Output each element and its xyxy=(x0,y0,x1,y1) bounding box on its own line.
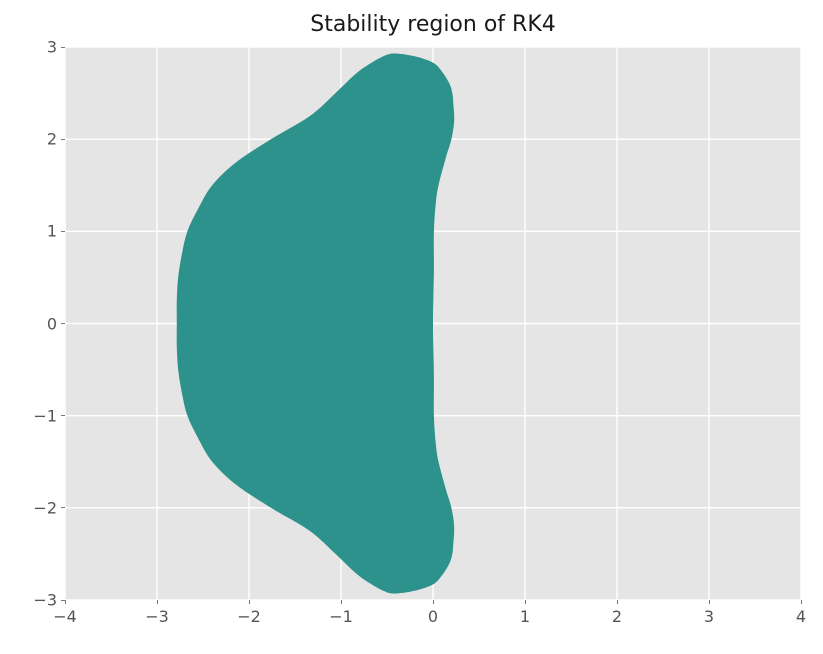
x-tick-label: −1 xyxy=(329,607,353,626)
y-tick-mark xyxy=(61,138,65,140)
chart-title: Stability region of RK4 xyxy=(310,12,556,37)
y-tick-mark xyxy=(61,507,65,509)
x-tick-label: −3 xyxy=(145,607,169,626)
y-tick-label: 3 xyxy=(46,37,57,57)
y-tick-mark xyxy=(61,415,65,417)
chart-canvas xyxy=(65,47,801,600)
x-tick-label: 1 xyxy=(519,607,531,626)
y-tick-label: −1 xyxy=(33,406,57,426)
y-tick-label: 1 xyxy=(46,221,57,241)
x-tick-label: −2 xyxy=(237,607,261,626)
x-tick-mark xyxy=(64,600,66,604)
y-tick-label: −3 xyxy=(33,590,57,610)
y-tick-mark xyxy=(61,46,65,48)
x-tick-label: 4 xyxy=(795,607,807,626)
x-tick-mark xyxy=(432,600,434,604)
y-tick-label: 0 xyxy=(46,314,57,333)
x-tick-label: 2 xyxy=(611,607,623,626)
x-tick-label: −4 xyxy=(53,607,77,626)
x-tick-mark xyxy=(616,600,618,604)
x-tick-mark xyxy=(248,600,250,604)
y-tick-mark xyxy=(61,230,65,232)
y-tick-label: 2 xyxy=(46,129,57,149)
x-tick-mark xyxy=(340,600,342,604)
stability-region xyxy=(176,53,455,594)
x-tick-label: 0 xyxy=(427,607,439,626)
x-tick-label: 3 xyxy=(703,607,715,626)
y-tick-label: −2 xyxy=(33,498,57,518)
y-tick-mark xyxy=(61,323,65,324)
x-tick-mark xyxy=(708,600,710,604)
x-tick-mark xyxy=(156,600,158,604)
plot-area xyxy=(65,47,801,600)
x-tick-mark xyxy=(800,600,802,604)
y-tick-mark xyxy=(61,599,65,601)
x-tick-mark xyxy=(524,600,526,604)
